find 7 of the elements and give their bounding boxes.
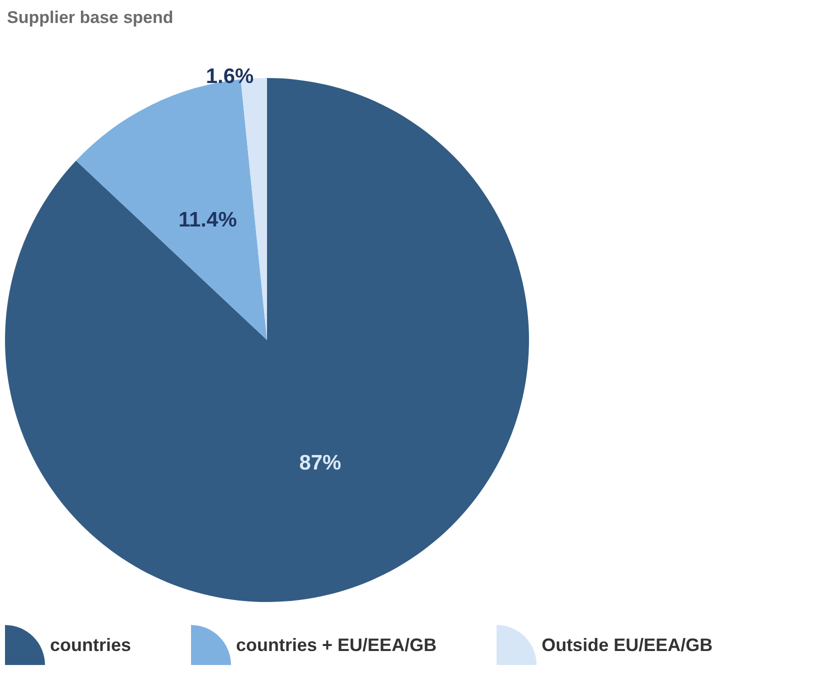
legend-label: countries <box>50 635 132 655</box>
legend-label: Outside EU/EEA/GB <box>542 635 713 655</box>
data-label: 1.6% <box>206 64 254 88</box>
legend-label: countries + EU/EEA/GB <box>236 635 437 655</box>
chart-title: Supplier base spend <box>7 8 174 27</box>
data-label: 87% <box>299 451 342 474</box>
data-label: 11.4% <box>178 208 238 232</box>
